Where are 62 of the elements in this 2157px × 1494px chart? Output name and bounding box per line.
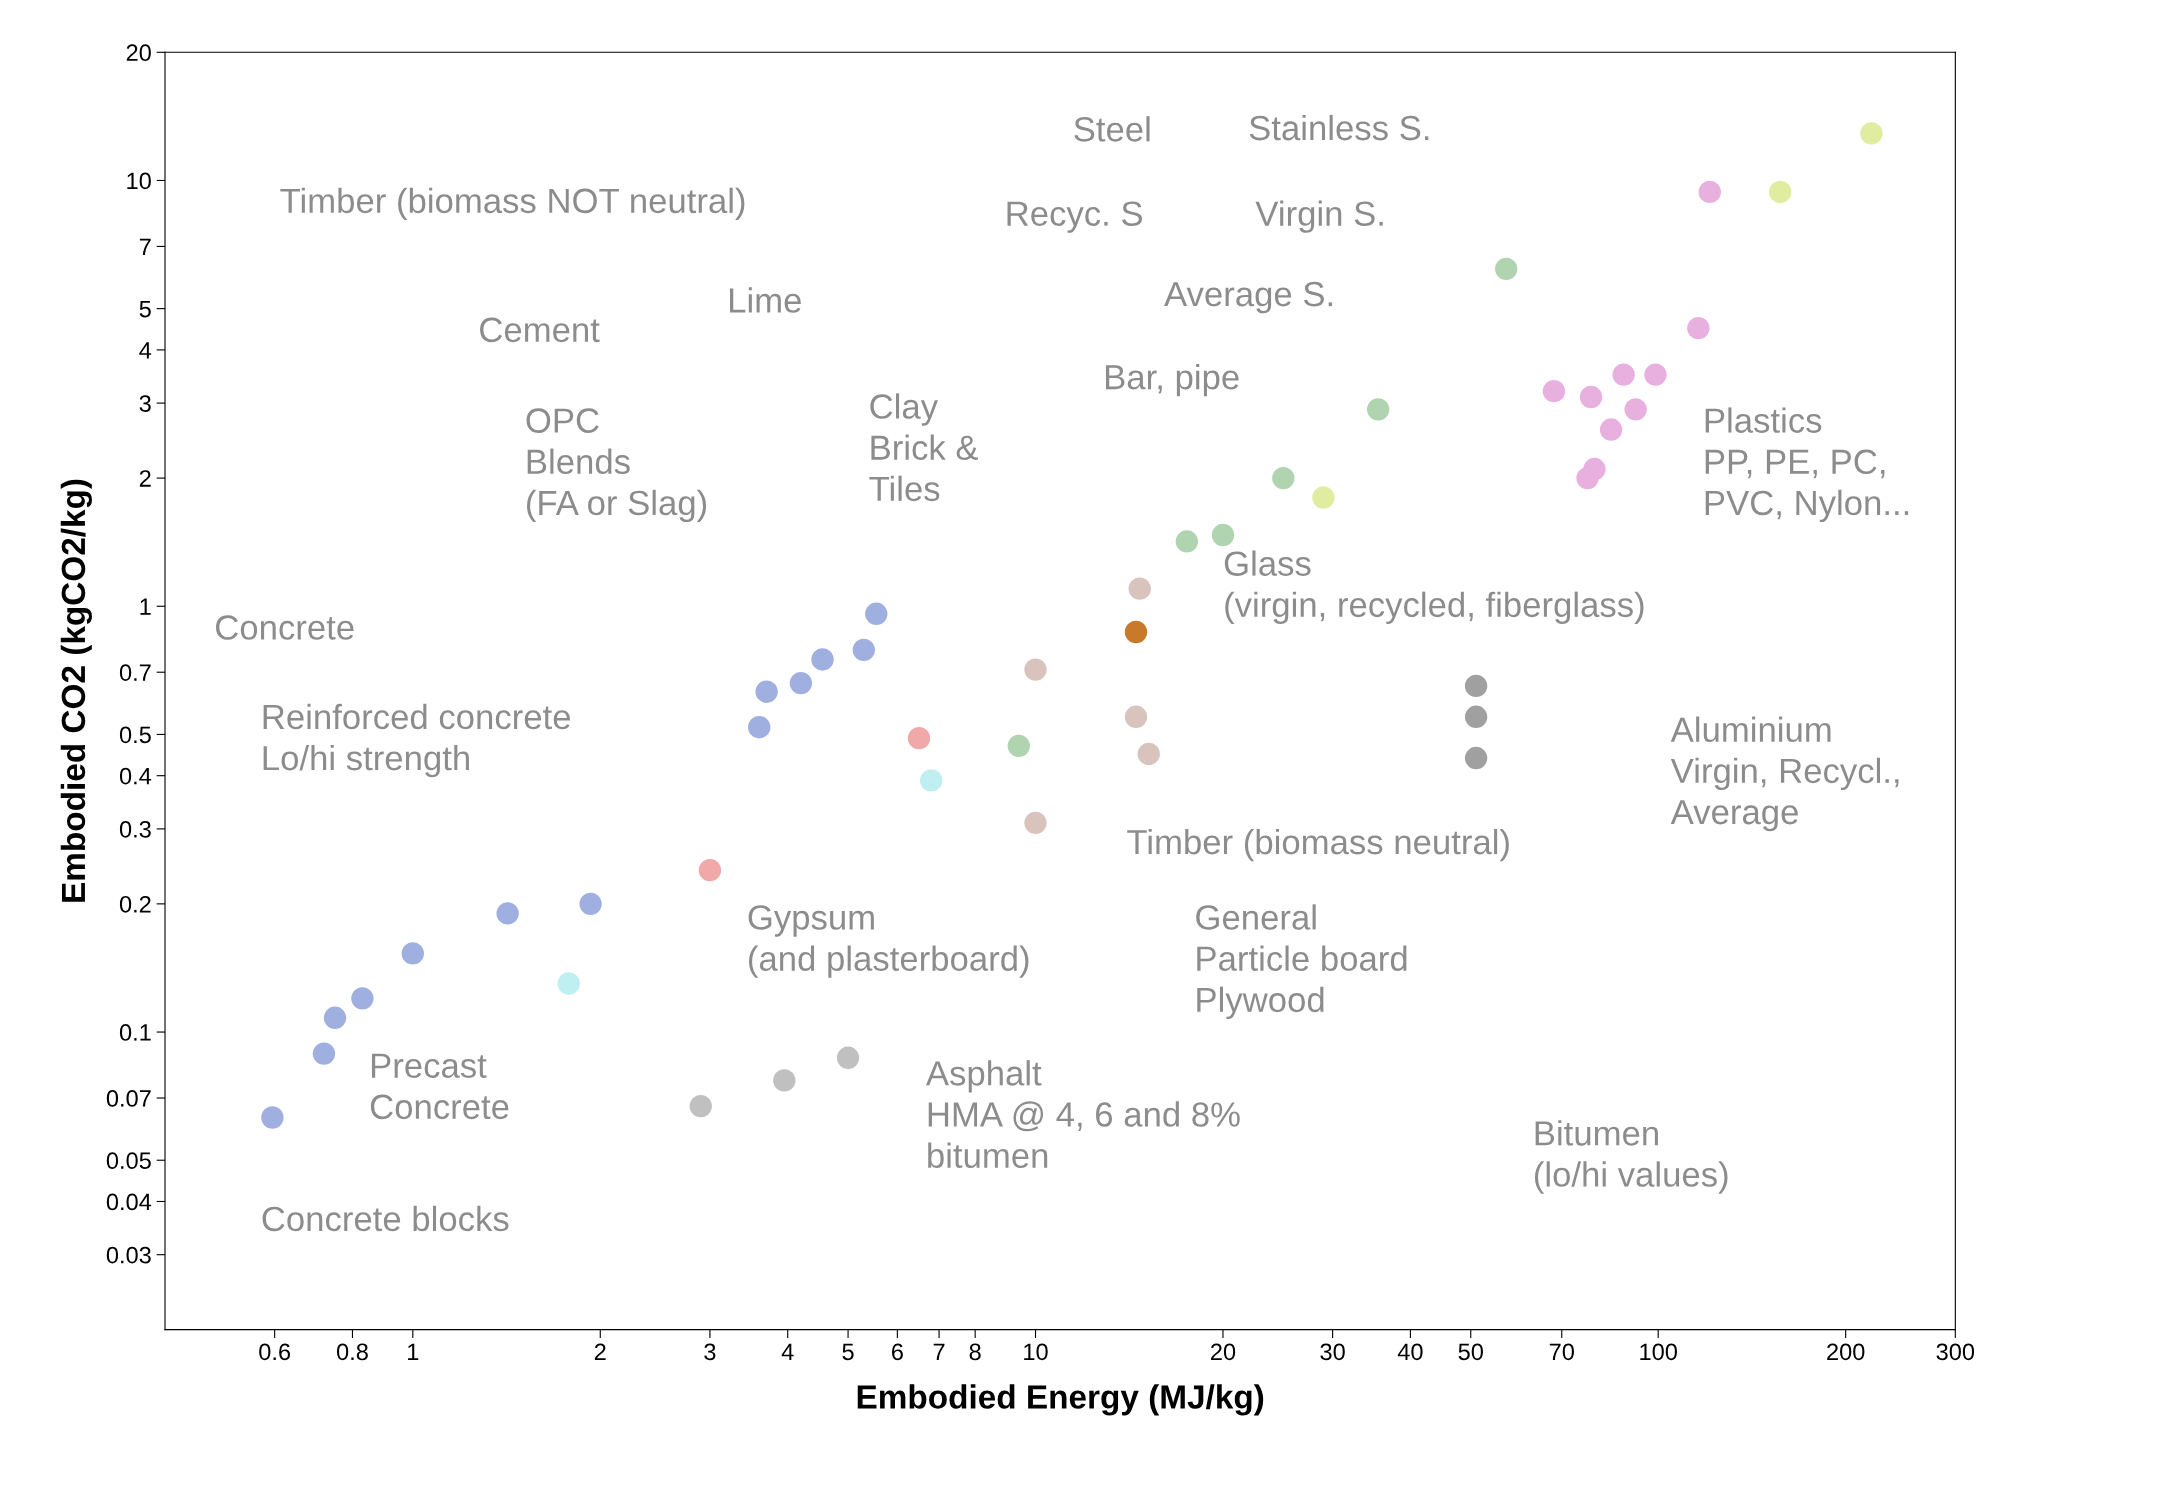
- annotation: Reinforced concrete Lo/hi strength: [263, 703, 570, 778]
- x-tick-label: 100: [1640, 1343, 1677, 1361]
- x-tick-label: 30: [1320, 1343, 1345, 1361]
- x-tick-label: 10: [1024, 1343, 1048, 1361]
- y-tick-label: 0.4: [119, 767, 152, 785]
- y-tick-label: 3: [139, 395, 151, 412]
- y-tick-label: 0.04: [106, 1193, 152, 1211]
- x-tick-label: 0.6: [259, 1343, 291, 1361]
- x-axis-title: Embodied Energy (MJ/kg): [857, 1384, 1264, 1416]
- annotation: Gypsum (and plasterboard): [748, 905, 1029, 978]
- y-tick-label: 5: [139, 300, 151, 318]
- x-tick-label: 1: [408, 1343, 419, 1360]
- annotation: Cement: [480, 317, 600, 343]
- x-tick-label: 4: [781, 1343, 794, 1360]
- y-tick-label: 4: [139, 342, 152, 359]
- annotation: Recyc. S: [1007, 201, 1142, 233]
- annotation: General Particle board Plywood: [1196, 904, 1407, 1020]
- y-tick-label: 7: [139, 238, 151, 255]
- annotation: Bitumen (lo/hi values): [1534, 1120, 1728, 1194]
- x-tick-label: 40: [1397, 1343, 1423, 1361]
- x-tick-label: 70: [1549, 1343, 1574, 1361]
- x-tick-label: 200: [1827, 1343, 1865, 1361]
- annotation: Concrete blocks: [262, 1205, 509, 1232]
- x-tick-label: 7: [933, 1343, 945, 1360]
- annotation: Virgin S.: [1255, 200, 1383, 233]
- y-tick-label: 2: [139, 470, 151, 487]
- annotation: Plastics PP, PE, PC, PVC, Nylon...: [1705, 407, 1909, 523]
- x-tick-label: 6: [892, 1343, 903, 1361]
- x-tick-label: 3: [704, 1343, 716, 1361]
- annotation: Asphalt HMA @ 4, 6 and 8% bitumen: [925, 1060, 1240, 1168]
- y-tick-label: 0.3: [119, 820, 151, 838]
- annotation: Lime: [730, 287, 801, 313]
- annotation: Stainless S.: [1249, 114, 1429, 141]
- y-tick-label: 20: [126, 44, 151, 62]
- y-axis-title: Embodied CO2 (kgCO2/kg): [60, 479, 92, 902]
- x-tick-label: 50: [1458, 1343, 1483, 1361]
- y-tick-label: 1: [140, 598, 151, 615]
- annotation: Precast Concrete: [370, 1053, 509, 1120]
- annotation: Timber (biomass neutral): [1127, 828, 1509, 862]
- annotation: Bar, pipe: [1105, 363, 1239, 397]
- y-tick-label: 0.7: [119, 664, 151, 681]
- x-tick-label: 2: [594, 1343, 606, 1360]
- annotation: OPC Blends (FA or Slag): [526, 408, 707, 523]
- annotation: Aluminium Virgin, Recycl., Average: [1670, 716, 1899, 832]
- annotation: Clay Brick & Tiles: [869, 393, 979, 502]
- x-tick-label: 300: [1936, 1343, 1975, 1361]
- y-tick-label: 0.1: [119, 1024, 151, 1041]
- annotation: Concrete: [216, 615, 354, 640]
- y-tick-label: 0.2: [119, 895, 151, 913]
- annotation: Steel: [1074, 116, 1150, 142]
- y-tick-label: 0.03: [106, 1246, 151, 1264]
- annotation: Average S.: [1164, 281, 1333, 314]
- x-tick-label: 0.8: [336, 1343, 368, 1361]
- y-tick-label: 0.07: [106, 1090, 151, 1107]
- annotation: Timber (biomass NOT neutral): [280, 187, 745, 221]
- y-tick-label: 0.05: [106, 1152, 151, 1170]
- x-tick-label: 20: [1211, 1343, 1236, 1361]
- x-tick-label: 5: [842, 1343, 854, 1361]
- y-tick-label: 0.5: [119, 726, 151, 744]
- x-tick-label: 8: [969, 1343, 981, 1361]
- annotation: Glass (virgin, recycled, fiberglass): [1224, 550, 1644, 625]
- y-tick-label: 10: [127, 172, 151, 190]
